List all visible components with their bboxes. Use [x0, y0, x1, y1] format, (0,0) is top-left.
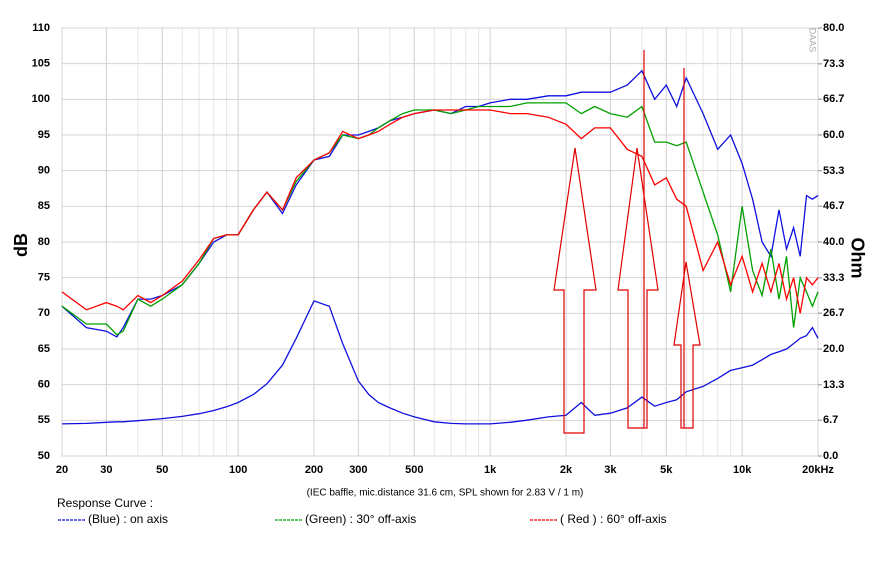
y-tick-label: 65: [38, 343, 50, 355]
y-tick-label: 55: [38, 414, 50, 426]
y-tick-label: 75: [38, 272, 50, 284]
y-axis-label: dB: [11, 233, 31, 257]
x-tick-label: 50: [156, 464, 168, 476]
y2-tick-label: 6.7: [823, 414, 838, 426]
series-line: [61, 109, 819, 314]
annotation-arrows: [553, 50, 701, 434]
series-line: [61, 300, 819, 425]
curves: [61, 69, 819, 425]
y2-tick-label: 53.3: [823, 165, 844, 177]
y-tick-label: 60: [38, 379, 50, 391]
y-tick-label: 105: [32, 58, 50, 70]
x-tick-label: 20: [56, 464, 68, 476]
y-tick-label: 110: [32, 22, 50, 34]
y-tick-label: 70: [38, 307, 50, 319]
x-tick-label: 1k: [484, 464, 497, 476]
y-tick-label: 80: [38, 236, 50, 248]
legend-label: ( Red ) : 60° off-axis: [560, 512, 667, 526]
y-tick-label: 50: [38, 450, 50, 462]
y2-tick-label: 80.0: [823, 22, 844, 34]
arrow: [617, 147, 659, 429]
grid: [61, 27, 822, 457]
y2-tick-label: 20.0: [823, 343, 844, 355]
y2-tick-label: 26.7: [823, 307, 844, 319]
legend: (Blue) : on axis (Green) : 30° off-axis ( …: [58, 512, 667, 526]
x-tick-label: 10k: [733, 464, 752, 476]
y-tick-label: 90: [38, 165, 50, 177]
x-tick-label: 3k: [604, 464, 617, 476]
y2-tick-label: 46.7: [823, 200, 844, 212]
legend-title: Response Curve :: [57, 496, 153, 510]
y2-axis-label: Ohm: [847, 237, 867, 278]
y-tick-label: 95: [38, 129, 50, 141]
x-tick-label: 200: [305, 464, 323, 476]
y2-tick-label: 73.3: [823, 58, 844, 70]
x-tick-label: 300: [349, 464, 367, 476]
y2-tick-label: 66.7: [823, 93, 844, 105]
x-tick-label: 5k: [660, 464, 673, 476]
series-line: [61, 69, 819, 338]
y2-tick-label: 33.3: [823, 272, 844, 284]
x-tick-label: 100: [229, 464, 247, 476]
x-tick-label: 2k: [560, 464, 573, 476]
x-tick-label: 20kHz: [802, 464, 834, 476]
y2-tick-label: 13.3: [823, 379, 844, 391]
series-line: [61, 102, 819, 336]
note: (IEC baffle, mic.distance 31.6 cm, SPL s…: [307, 488, 584, 499]
y2-tick-label: 0.0: [823, 450, 838, 462]
y2-tick-label: 60.0: [823, 129, 844, 141]
x-tick-label: 500: [405, 464, 423, 476]
y-tick-label: 85: [38, 200, 50, 212]
x-tick-label: 30: [100, 464, 112, 476]
legend-label: (Green) : 30° off-axis: [305, 512, 416, 526]
legend-label: (Blue) : on axis: [88, 512, 168, 526]
watermark: DAAS: [808, 28, 818, 53]
arrow: [553, 147, 597, 434]
y2-tick-label: 40.0: [823, 236, 844, 248]
y-tick-label: 100: [32, 93, 50, 105]
arrow: [673, 261, 701, 429]
